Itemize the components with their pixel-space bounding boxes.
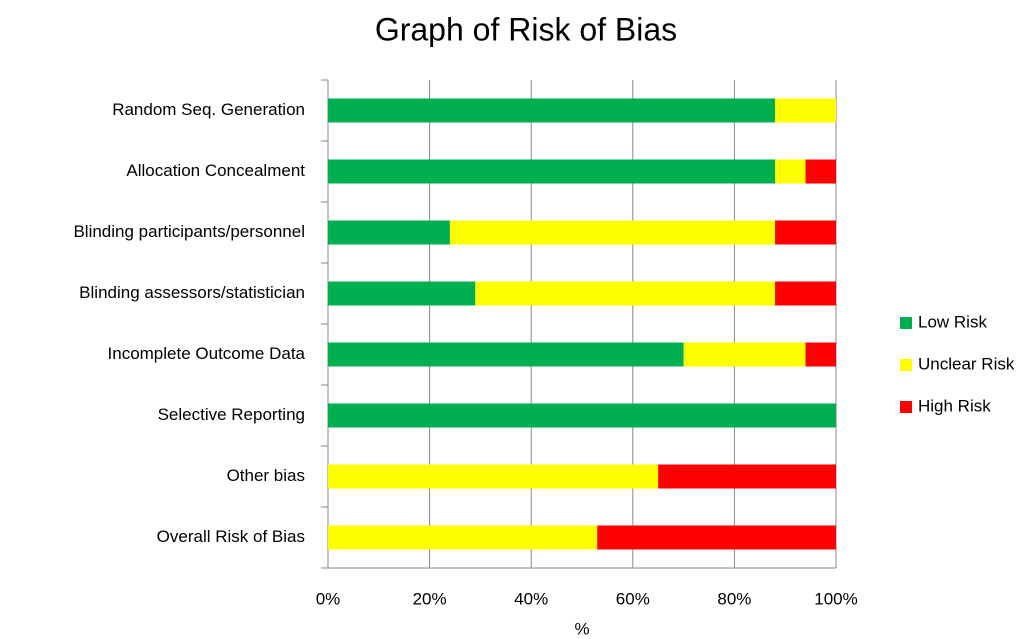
x-tick-label: 0%: [316, 589, 341, 608]
legend-label: Low Risk: [918, 312, 987, 331]
x-tick-label: 60%: [616, 589, 650, 608]
bar-segment: [449, 220, 776, 245]
x-axis-label: %: [574, 619, 589, 638]
bar-segment: [658, 464, 836, 489]
bar-segment: [683, 342, 806, 367]
bar-segment: [805, 159, 836, 184]
legend-label: High Risk: [918, 396, 991, 415]
y-tick-label: Random Seq. Generation: [112, 100, 305, 119]
bar-segment: [775, 98, 836, 123]
x-tick-label: 20%: [413, 589, 447, 608]
legend-label: Unclear Risk: [918, 354, 1015, 373]
bar-segment: [775, 220, 836, 245]
legend-swatch: [900, 317, 912, 329]
bar-segment: [328, 220, 450, 245]
bar-segment: [328, 281, 476, 306]
y-tick-label: Overall Risk of Bias: [157, 527, 305, 546]
bar-segment: [775, 281, 836, 306]
y-tick-label: Blinding participants/personnel: [73, 222, 305, 241]
bar-segment: [328, 403, 836, 428]
bar-segment: [475, 281, 776, 306]
bar-segment: [328, 525, 598, 550]
y-tick-label: Selective Reporting: [158, 405, 305, 424]
y-tick-label: Allocation Concealment: [126, 161, 305, 180]
y-tick-label: Other bias: [227, 466, 305, 485]
bar-segment: [328, 159, 776, 184]
y-tick-label: Incomplete Outcome Data: [108, 344, 306, 363]
bar-segment: [597, 525, 836, 550]
y-tick-label: Blinding assessors/statistician: [79, 283, 305, 302]
chart-title: Graph of Risk of Bias: [375, 11, 677, 47]
bar-segment: [328, 98, 776, 123]
x-tick-label: 80%: [717, 589, 751, 608]
bar-segment: [775, 159, 806, 184]
x-tick-label: 100%: [814, 589, 857, 608]
bar-segment: [328, 464, 659, 489]
legend-swatch: [900, 401, 912, 413]
legend-swatch: [900, 359, 912, 371]
x-tick-label: 40%: [514, 589, 548, 608]
bar-segment: [328, 342, 684, 367]
bar-segment: [805, 342, 836, 367]
